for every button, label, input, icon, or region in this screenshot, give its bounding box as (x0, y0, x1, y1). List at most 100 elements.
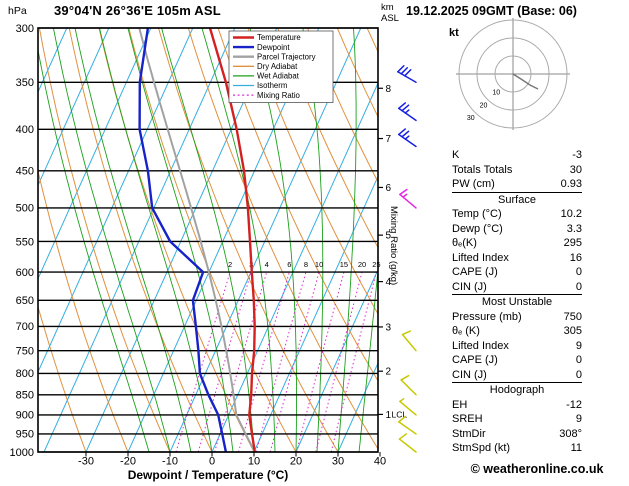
km-tick-label: 3 (386, 322, 392, 333)
wet-adiabat (337, 28, 357, 452)
temperature-tick-label: 20 (290, 456, 302, 468)
metric-label: StmSpd (kt) (452, 442, 511, 454)
mixing-ratio-line (330, 271, 377, 452)
hodograph: 10 20 30 kt (449, 18, 570, 130)
table-section-header: Surface (452, 191, 582, 208)
table-row: Lifted Index 9 (452, 339, 582, 354)
parcel-trajectory-curve (138, 28, 256, 452)
wind-barb (399, 188, 417, 209)
pressure-tick-label: 500 (16, 203, 34, 215)
metric-label: CAPE (J) (452, 266, 498, 278)
pressure-axis-unit: hPa (8, 5, 27, 17)
metric-label: CIN (J) (452, 368, 487, 381)
km-tick-label: 2 (386, 367, 392, 378)
isotherm (295, 268, 378, 452)
altitude-unit-km: km (381, 2, 394, 13)
pressure-tick-label: 550 (16, 236, 34, 248)
metric-label: Lifted Index (452, 339, 509, 352)
wind-barb-full (403, 69, 412, 77)
wind-barb (398, 433, 417, 453)
wind-barb (398, 128, 417, 148)
table-row: CAPE (J) 0 (452, 353, 582, 368)
metric-label: Pressure (mb) (452, 310, 522, 323)
wind-barb-full (401, 104, 410, 112)
wind-barb-full (398, 128, 407, 136)
wind-barb-full (401, 130, 410, 138)
legend-label: Dewpoint (257, 43, 290, 52)
wind-barb-staff (398, 107, 417, 122)
mixing-ratio-line (255, 271, 307, 452)
mixing-ratio-value: 20 (358, 260, 366, 269)
hodograph-trace (512, 73, 539, 90)
table-row: StmSpd (kt) 11 (452, 441, 582, 456)
dewpoint-curve (138, 28, 228, 452)
dry-adiabat (277, 28, 378, 249)
mixing-ratio-value: 15 (340, 260, 348, 269)
pressure-tick-label: 350 (16, 77, 34, 89)
wind-barb (399, 398, 417, 416)
metric-label: CIN (J) (452, 280, 487, 293)
km-tick-label: 7 (386, 134, 392, 145)
wind-barb-staff (398, 421, 417, 435)
table-row: CIN (J) 0 (452, 280, 582, 295)
wind-barb-full (400, 67, 409, 75)
metric-label: Lifted Index (452, 251, 509, 264)
copyright: © weatheronline.co.uk (470, 462, 604, 476)
isotherm (43, 28, 236, 452)
temperature-tick-label: 10 (248, 456, 260, 468)
wind-barb-staff (399, 193, 417, 209)
km-tick-label: 5 (386, 231, 392, 242)
mixing-ratio-value: 25 (372, 260, 380, 269)
legend-label: Isotherm (257, 81, 287, 90)
mixing-ratio-line (197, 271, 252, 452)
table-row: K -3 (452, 148, 582, 163)
metric-value: 30 (569, 163, 582, 176)
dry-adiabat (307, 28, 378, 184)
pressure-tick-label: 650 (16, 295, 34, 307)
wind-barb (397, 65, 417, 84)
metric-value: 9 (575, 339, 582, 352)
mixing-ratio-value: 8 (304, 260, 308, 269)
wind-barb-column (397, 65, 417, 453)
metric-label: SREH (452, 413, 483, 425)
temperature-tick-label: -30 (78, 456, 94, 468)
hodograph-ring-label: 30 (467, 115, 475, 122)
table-row: Lifted Index 16 (452, 251, 582, 266)
mixing-ratio-value: 2 (228, 260, 232, 269)
table-row: θₑ (K) 305 (452, 324, 582, 339)
wind-barb-staff (398, 438, 417, 453)
table-row: θₑ(K) 295 (452, 236, 582, 251)
datetime-title: 19.12.2025 09GMT (Base: 06) (406, 4, 577, 18)
isotherm (253, 175, 378, 452)
legend-label: Parcel Trajectory (257, 52, 316, 61)
altitude-unit-asl: ASL (381, 12, 399, 24)
km-axis: 8 7 6 5 4 3 2 1 LCL (378, 84, 407, 421)
temperature-tick-label: -20 (120, 456, 136, 468)
mixing-ratio-line (238, 271, 290, 452)
mixing-ratio-line (315, 271, 363, 452)
hodograph-ring-label: 20 (480, 103, 488, 110)
km-tick-label: 8 (386, 84, 392, 95)
mixing-ratio-value: 4 (265, 260, 269, 269)
wind-barb-staff (398, 133, 417, 148)
metric-value: 750 (563, 310, 582, 323)
table-section-header: Hodograph (452, 382, 582, 398)
pressure-axis-labels: 300 350 400 450 500 550 600 650 700 750 800 850 900 9… (10, 23, 34, 459)
lcl-label: LCL (392, 410, 408, 420)
x-axis-label: Dewpoint / Temperature (°C) (127, 468, 289, 482)
wind-barb-full (398, 415, 407, 423)
table-row: Pressure (mb) 750 (452, 310, 582, 325)
legend-label: Temperature (257, 33, 301, 42)
metric-value: 308° (559, 427, 582, 440)
sounding-curves (138, 28, 256, 452)
pressure-tick-label: 700 (16, 321, 34, 333)
table-row: Dewp (°C) 3.3 (452, 222, 582, 237)
metric-value: 0 (575, 368, 582, 381)
metric-label: StmDir (452, 427, 486, 440)
mixing-ratio-value: 6 (287, 260, 291, 269)
wet-adiabat (74, 28, 192, 452)
wind-barb-full (401, 330, 411, 336)
pressure-tick-label: 950 (16, 429, 34, 441)
dry-adiabat (38, 28, 171, 452)
